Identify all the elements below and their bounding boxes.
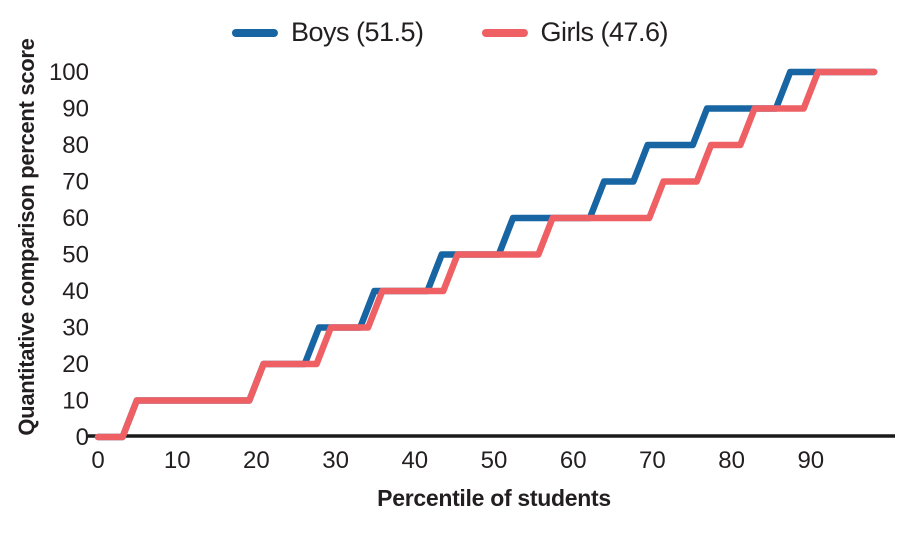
y-tick-label-60: 60 [62, 205, 89, 232]
girls-line-swatch [481, 28, 528, 37]
y-tick-label-100: 100 [49, 59, 89, 86]
x-axis-title: Percentile of students [377, 485, 611, 511]
x-tick-label-0: 0 [91, 447, 104, 474]
legend-item-girls: Girls (47.6) [481, 17, 669, 48]
x-tick-label-70: 70 [639, 447, 666, 474]
x-tick-label-80: 80 [718, 447, 745, 474]
y-tick-label-30: 30 [62, 315, 89, 342]
y-tick-label-70: 70 [62, 169, 89, 196]
x-tick-label-60: 60 [560, 447, 587, 474]
girls-series-line [94, 68, 878, 441]
boys-line-swatch [231, 28, 278, 37]
y-tick-label-20: 20 [62, 351, 89, 378]
x-tick-label-10: 10 [164, 447, 191, 474]
y-tick-label-90: 90 [62, 96, 89, 123]
legend-item-boys: Boys (51.5) [231, 17, 424, 48]
legend: Boys (51.5) Girls (47.6) [231, 17, 669, 48]
boys-legend-label: Boys (51.5) [290, 17, 424, 47]
y-tick-label-0: 0 [76, 424, 89, 451]
y-tick-label-40: 40 [62, 278, 89, 305]
x-tick-label-50: 50 [481, 447, 508, 474]
x-tick-label-20: 20 [243, 447, 270, 474]
x-tick-label-30: 30 [322, 447, 349, 474]
girls-legend-label: Girls (47.6) [540, 17, 669, 47]
y-tick-label-50: 50 [62, 242, 89, 269]
y-axis-title: Quantitative comparison percent score [14, 38, 39, 436]
y-tick-label-80: 80 [62, 132, 89, 159]
x-tick-label-90: 90 [797, 447, 824, 474]
x-tick-label-40: 40 [401, 447, 428, 474]
y-tick-label-10: 10 [62, 388, 89, 415]
